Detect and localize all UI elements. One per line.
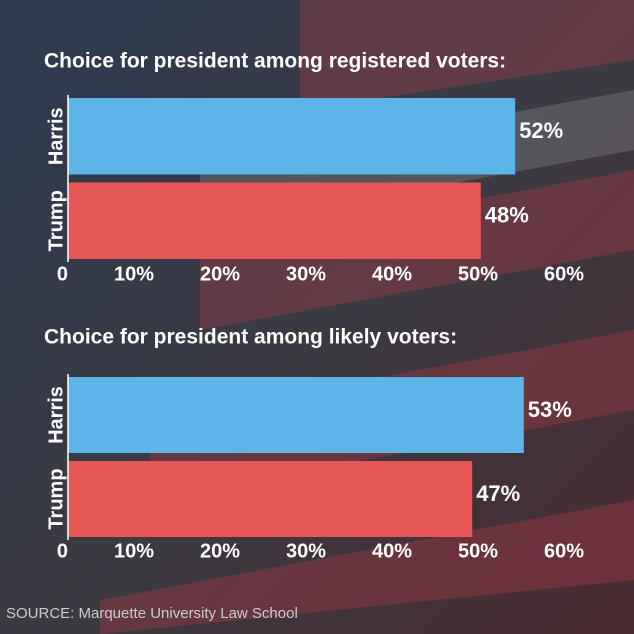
bar: [68, 461, 473, 537]
x-tick-label: 30%: [286, 263, 326, 285]
bar: [68, 182, 481, 259]
bar: [68, 98, 516, 175]
value-label: 47%: [476, 481, 520, 506]
x-tick-label: 30%: [286, 540, 326, 562]
category-label: Harris: [45, 386, 67, 444]
bar: [68, 377, 524, 453]
x-tick-label: 0: [57, 263, 68, 285]
x-tick-label: 20%: [200, 263, 240, 285]
value-label: 48%: [485, 203, 529, 228]
x-tick-label: 60%: [544, 263, 584, 285]
chart-title: Choice for president among likely voters…: [44, 326, 457, 349]
x-tick-label: 20%: [200, 540, 240, 562]
x-tick-label: 50%: [458, 540, 498, 562]
x-tick-label: 40%: [372, 263, 412, 285]
category-label: Trump: [45, 190, 67, 251]
x-tick-label: 0: [57, 540, 68, 562]
x-tick-label: 60%: [544, 540, 584, 562]
source: SOURCE: Marquette University Law School: [6, 605, 298, 622]
x-tick-label: 50%: [458, 263, 498, 285]
category-label: Trump: [45, 468, 67, 529]
chart-title: Choice for president among registered vo…: [44, 50, 506, 73]
value-label: 53%: [528, 397, 572, 422]
x-tick-label: 40%: [372, 540, 412, 562]
x-tick-label: 10%: [114, 263, 154, 285]
category-label: Harris: [45, 107, 67, 165]
x-tick-label: 10%: [114, 540, 154, 562]
value-label: 52%: [519, 118, 563, 143]
